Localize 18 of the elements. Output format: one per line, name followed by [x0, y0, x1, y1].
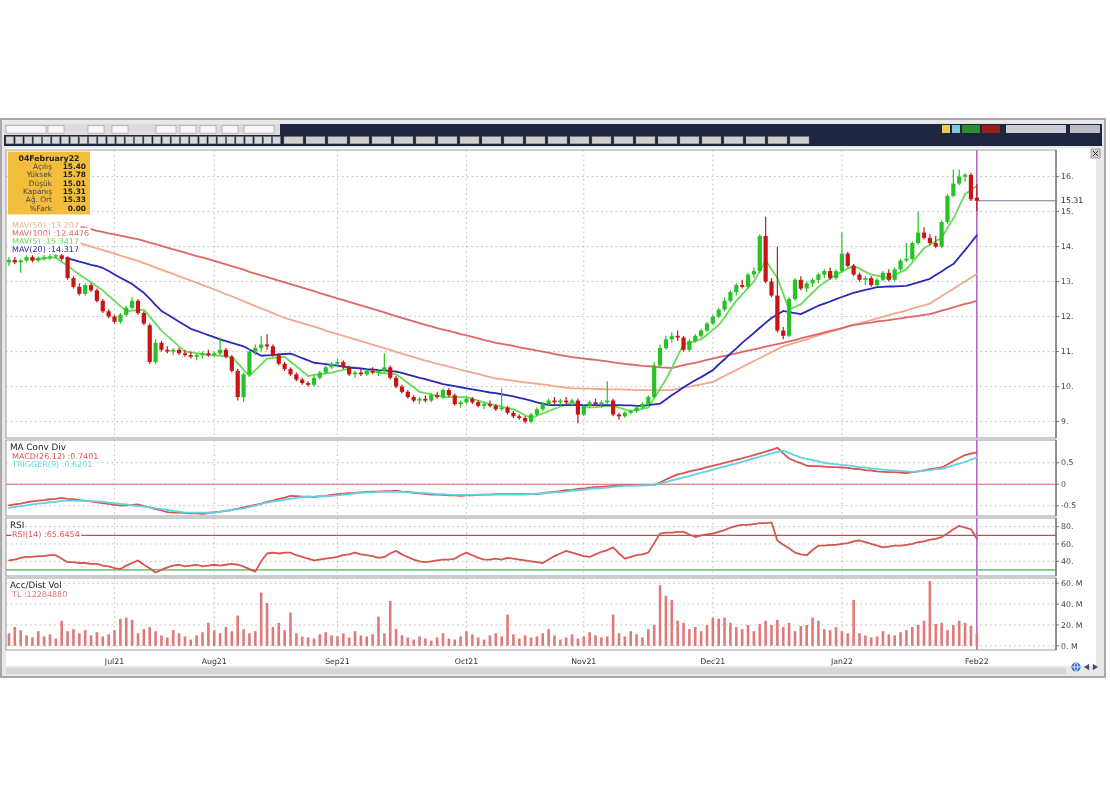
- candlestick: [435, 391, 440, 400]
- candlestick: [910, 240, 915, 262]
- candlestick: [481, 401, 487, 410]
- candlestick: [382, 352, 387, 374]
- candlestick: [53, 253, 58, 260]
- candlestick: [575, 398, 581, 424]
- candlestick: [182, 349, 188, 358]
- candlestick: [147, 322, 152, 365]
- candlestick: [153, 338, 158, 365]
- candlestick: [904, 242, 909, 263]
- candlestick: [921, 226, 927, 241]
- candlestick: [839, 231, 844, 274]
- candlestick: [775, 245, 780, 333]
- line-series: [8, 521, 978, 574]
- candlestick: [927, 233, 932, 246]
- candlestick: [962, 172, 968, 183]
- candlestick: [757, 233, 762, 274]
- candlestick: [65, 255, 70, 281]
